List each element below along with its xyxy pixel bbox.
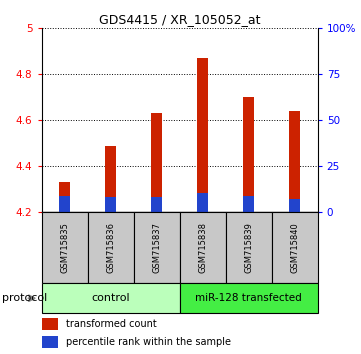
Text: miR-128 transfected: miR-128 transfected [195,293,302,303]
Bar [272,212,318,283]
Text: GSM715835: GSM715835 [60,222,69,273]
Text: GSM715836: GSM715836 [106,222,115,273]
Text: control: control [91,293,130,303]
Bar [42,283,180,313]
Bar [42,212,88,283]
Bar [243,97,255,212]
Bar [105,198,116,212]
Bar [197,58,208,212]
Bar [289,111,300,212]
Bar [59,196,70,212]
Text: protocol: protocol [2,293,47,303]
Bar [59,182,70,212]
Bar [88,212,134,283]
Text: GSM715838: GSM715838 [198,222,207,273]
Text: GSM715837: GSM715837 [152,222,161,273]
Bar [134,212,180,283]
Bar [180,283,318,313]
Text: GSM715840: GSM715840 [290,222,299,273]
Title: GDS4415 / XR_105052_at: GDS4415 / XR_105052_at [99,13,260,26]
Text: transformed count: transformed count [66,319,157,329]
Text: GSM715839: GSM715839 [244,222,253,273]
Bar [197,193,208,212]
Bar [151,113,162,212]
Bar [151,198,162,212]
Bar [105,145,116,212]
Bar [42,337,58,348]
Text: percentile rank within the sample: percentile rank within the sample [66,337,231,347]
Bar [226,212,272,283]
Bar [42,318,58,330]
Bar [289,199,300,212]
Bar [180,212,226,283]
Bar [243,196,255,212]
